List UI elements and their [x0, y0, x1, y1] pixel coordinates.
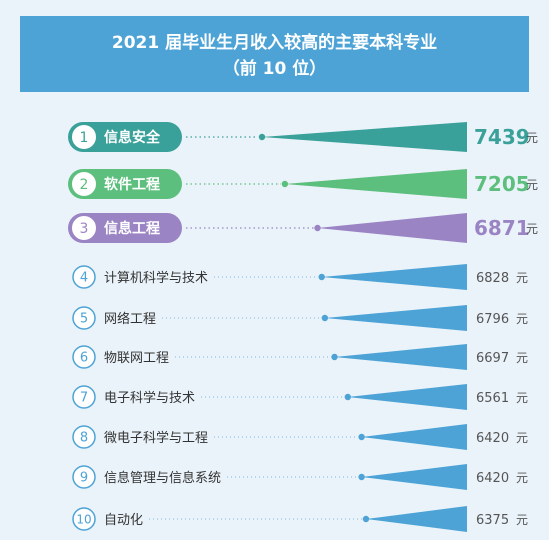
- value-label-9: 6420: [476, 471, 509, 486]
- bar-1: [262, 122, 467, 152]
- bar-5: [324, 305, 467, 331]
- value-label-6: 6697: [476, 351, 509, 366]
- bar-4: [321, 264, 467, 290]
- rank-circle-3: [70, 214, 98, 242]
- unit-label-1: 元: [526, 131, 538, 145]
- tip-dot-7: [344, 393, 352, 401]
- rank-circle-2: [70, 170, 98, 198]
- bar-2: [284, 169, 467, 199]
- bar-6: [334, 344, 467, 370]
- value-label-2: 7205: [474, 172, 530, 196]
- rank-circle-1: [70, 123, 98, 151]
- chart-subtitle: （前 10 位）: [222, 59, 327, 79]
- category-label-7: 电子科学与技术: [104, 390, 195, 406]
- bar-9: [361, 464, 467, 490]
- unit-label-3: 元: [526, 222, 538, 236]
- value-label-7: 6561: [476, 391, 509, 406]
- rank-number-8: 8: [80, 431, 88, 446]
- bar-7: [347, 384, 467, 410]
- rank-number-2: 2: [80, 177, 89, 193]
- category-label-9: 信息管理与信息系统: [104, 470, 221, 486]
- rank-number-10: 10: [76, 513, 91, 527]
- category-label-6: 物联网工程: [104, 351, 169, 366]
- unit-label-9: 元: [516, 471, 528, 485]
- chart-title: 2021 届毕业生月收入较高的主要本科专业: [111, 33, 438, 53]
- rank-circle-9: [72, 465, 96, 489]
- rank-pill-2: [68, 169, 182, 199]
- rank-number-6: 6: [80, 351, 88, 366]
- unit-label-5: 元: [516, 312, 528, 326]
- value-label-8: 6420: [476, 431, 509, 446]
- unit-label-10: 元: [516, 513, 528, 527]
- value-label-4: 6828: [476, 271, 509, 286]
- category-label-5: 网络工程: [104, 311, 156, 327]
- rank-number-4: 4: [80, 271, 88, 286]
- rank-circle-5: [72, 306, 96, 330]
- unit-label-4: 元: [516, 271, 528, 285]
- bar-8: [361, 424, 467, 450]
- value-label-5: 6796: [476, 312, 509, 327]
- category-label-4: 计算机科学与技术: [104, 270, 208, 286]
- rank-number-1: 1: [80, 130, 89, 146]
- bar-10: [366, 506, 467, 532]
- rank-pill-1: [68, 122, 182, 152]
- category-label-8: 微电子科学与工程: [104, 430, 208, 446]
- unit-label-6: 元: [516, 351, 528, 365]
- rank-circle-6: [72, 345, 96, 369]
- chart-header: [20, 16, 529, 92]
- value-label-1: 7439: [474, 125, 530, 149]
- value-label-3: 6871: [474, 216, 530, 240]
- unit-label-7: 元: [516, 391, 528, 405]
- rank-circle-10: [72, 507, 96, 531]
- rank-pill-3: [68, 213, 182, 243]
- unit-label-8: 元: [516, 431, 528, 445]
- rank-number-3: 3: [80, 221, 89, 237]
- unit-label-2: 元: [526, 178, 538, 192]
- rank-circle-4: [72, 265, 96, 289]
- rank-number-9: 9: [80, 471, 88, 486]
- category-label-10: 自动化: [104, 513, 143, 528]
- category-label-2: 软件工程: [104, 176, 160, 193]
- rank-circle-7: [72, 385, 96, 409]
- value-label-10: 6375: [476, 513, 509, 528]
- category-label-3: 信息工程: [104, 220, 160, 237]
- bar-3: [317, 213, 467, 243]
- rank-circle-8: [72, 425, 96, 449]
- rank-number-5: 5: [80, 312, 88, 327]
- rank-number-7: 7: [80, 391, 88, 406]
- category-label-1: 信息安全: [104, 129, 161, 146]
